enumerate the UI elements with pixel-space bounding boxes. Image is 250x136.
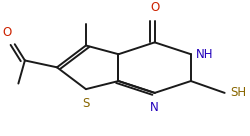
Text: S: S — [82, 97, 90, 110]
Text: NH: NH — [196, 48, 214, 61]
Text: O: O — [150, 1, 159, 14]
Text: SH: SH — [230, 86, 246, 99]
Text: O: O — [2, 26, 11, 39]
Text: N: N — [150, 101, 159, 114]
